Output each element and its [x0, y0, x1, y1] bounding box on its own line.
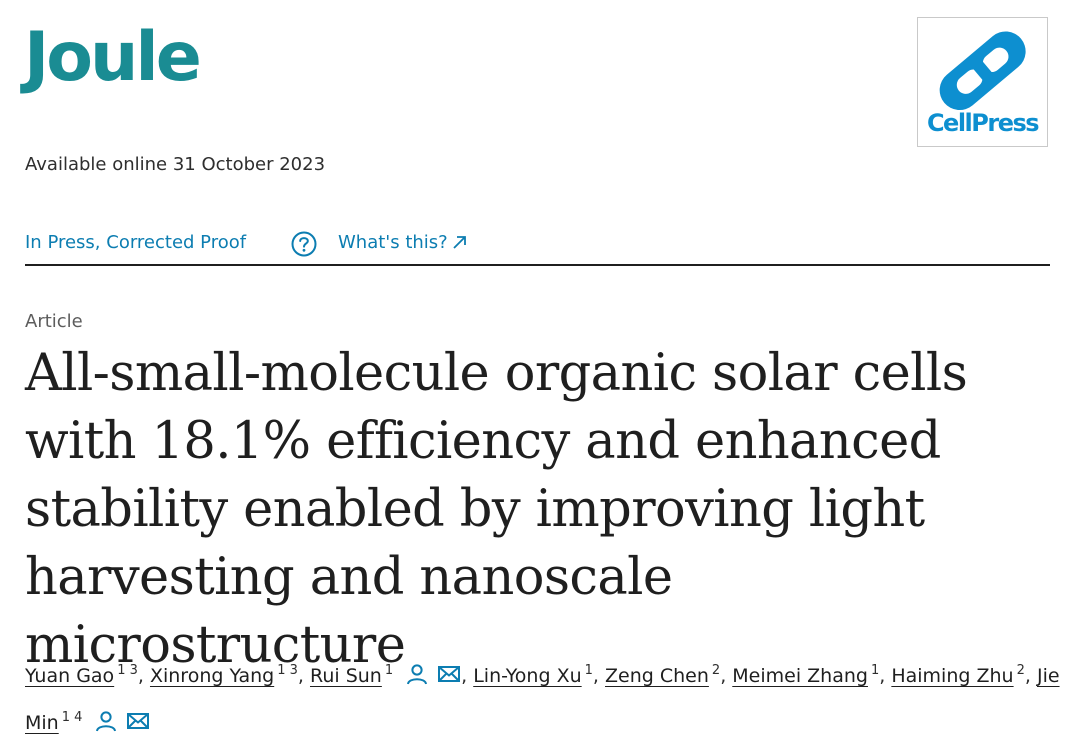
cellpress-mark-icon — [939, 31, 1026, 111]
author-name[interactable]: Zeng Chen — [605, 665, 709, 687]
article-status-bar: In Press, Corrected Proof What's this? — [25, 230, 1050, 266]
whats-this-link[interactable]: What's this? — [338, 232, 467, 253]
author-affiliation: 1 3 — [117, 663, 138, 678]
publisher-logo[interactable]: CellPress — [917, 17, 1048, 147]
person-icon[interactable] — [94, 709, 118, 733]
author-name[interactable]: Meimei Zhang — [732, 665, 868, 687]
author-item: Zeng Chen 2 — [605, 663, 721, 687]
author-affiliation: 1 4 — [61, 710, 83, 725]
author-item: Meimei Zhang 1 — [732, 663, 880, 687]
article-type: Article — [25, 311, 83, 332]
person-icon[interactable] — [405, 662, 429, 686]
publisher-name: CellPress — [926, 109, 1040, 137]
article-title: All-small-molecule organic solar cells w… — [25, 344, 968, 675]
author-item: Jie Min 1 4 — [25, 665, 1060, 734]
author-affiliation: 1 3 — [277, 663, 298, 678]
author-name[interactable]: Lin-Yong Xu — [473, 665, 582, 687]
author-item: Yuan Gao 1 3 — [25, 663, 138, 687]
author-name[interactable]: Jie Min — [25, 665, 1060, 734]
whats-this-label: What's this? — [338, 232, 448, 253]
arrow-up-right-icon — [453, 236, 466, 249]
author-item: Xinrong Yang 1 3 — [149, 663, 298, 687]
question-circle-icon[interactable] — [290, 230, 318, 262]
author-affiliation: 1 — [870, 663, 880, 678]
available-online-date: Available online 31 October 2023 — [25, 154, 326, 175]
author-item: Haiming Zhu 2 — [891, 663, 1025, 687]
author-name[interactable]: Yuan Gao — [25, 665, 115, 687]
author-item: Rui Sun 1 — [309, 662, 461, 687]
author-affiliation: 1 — [584, 663, 593, 678]
author-item: Lin-Yong Xu 1 — [473, 663, 593, 687]
author-affiliation: 1 — [384, 663, 394, 678]
email-icon[interactable] — [437, 662, 461, 686]
author-name[interactable]: Rui Sun — [309, 665, 382, 687]
journal-logo[interactable]: Joule — [24, 18, 202, 97]
author-list: Yuan Gao 1 3, Xinrong Yang 1 3, Rui Sun 1 ,… — [25, 662, 1060, 734]
author-affiliation: 2 — [711, 663, 721, 678]
author-name[interactable]: Xinrong Yang — [149, 665, 275, 687]
author-name[interactable]: Haiming Zhu — [891, 665, 1014, 687]
in-press-link[interactable]: In Press, Corrected Proof — [25, 232, 247, 253]
email-icon[interactable] — [126, 709, 150, 733]
author-affiliation: 2 — [1016, 663, 1025, 678]
